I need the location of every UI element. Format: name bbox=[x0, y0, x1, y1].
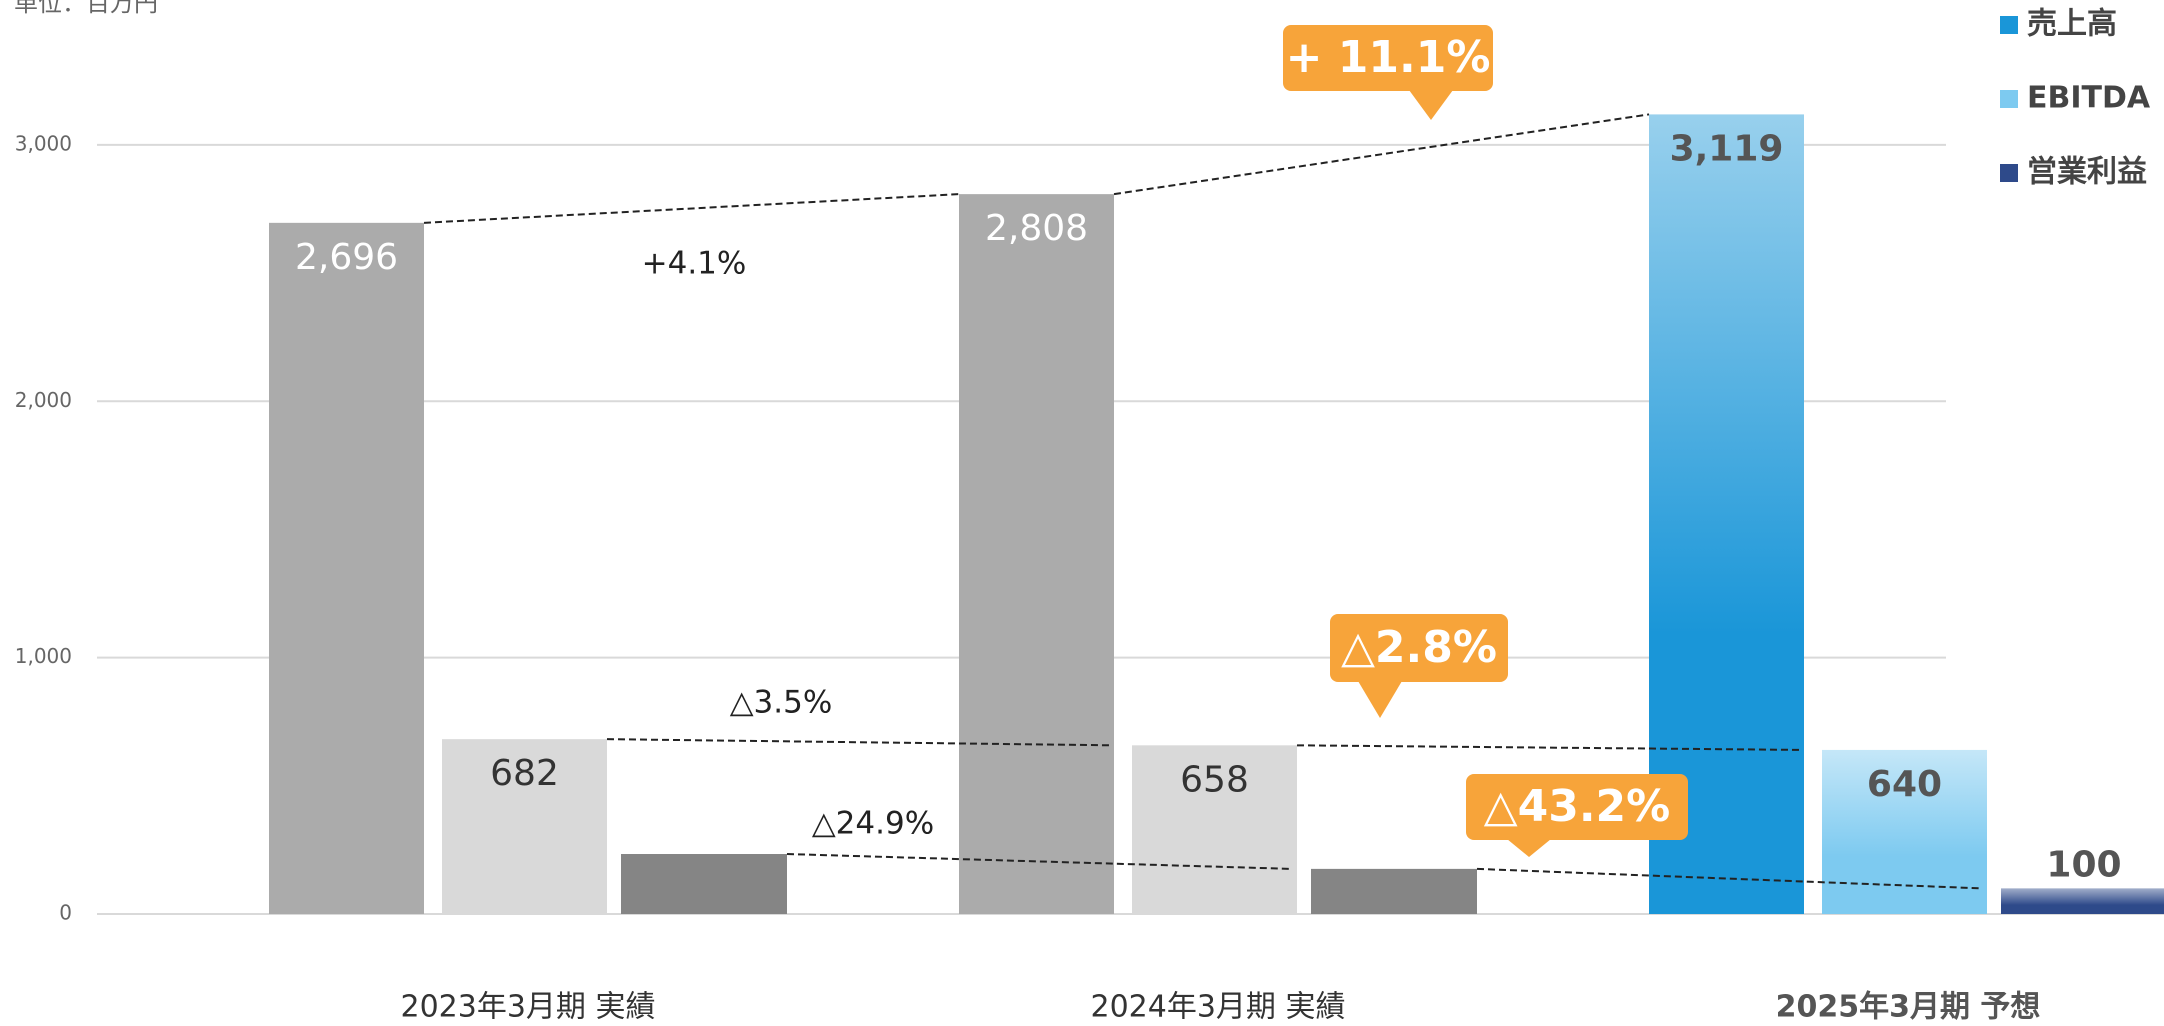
y-tick-label: 0 bbox=[59, 901, 72, 925]
x-tick-label: 2024年3月期 実績 bbox=[1091, 990, 1346, 1025]
bar bbox=[1132, 745, 1297, 914]
value-label: 2,808 bbox=[985, 208, 1088, 249]
bar bbox=[442, 739, 607, 914]
legend-label: EBITDA bbox=[2027, 81, 2151, 116]
bar bbox=[1311, 868, 1477, 914]
callout-box bbox=[1466, 774, 1688, 840]
x-tick-label: 2023年3月期 実績 bbox=[401, 990, 656, 1025]
legend-label: 営業利益 bbox=[2027, 155, 2147, 190]
value-label: 176 bbox=[1360, 825, 1429, 866]
callout-pointer bbox=[1358, 681, 1402, 718]
trend-line bbox=[423, 193, 960, 224]
y-tick-label: 3,000 bbox=[15, 131, 72, 155]
annotation: △24.9% bbox=[812, 806, 934, 842]
value-label: 2,696 bbox=[295, 237, 398, 278]
trend-line bbox=[606, 738, 1113, 747]
trend-line bbox=[1296, 744, 1803, 751]
bar bbox=[269, 222, 424, 915]
bar bbox=[2001, 888, 2164, 914]
annotation: +4.1% bbox=[642, 246, 747, 282]
annotation: + 11.1% bbox=[1286, 32, 1491, 83]
annotation: △3.5% bbox=[730, 685, 833, 721]
value-label: 100 bbox=[2046, 844, 2121, 885]
value-label: 234 bbox=[670, 810, 739, 851]
legend-swatch bbox=[2000, 164, 2018, 182]
unit-label: 単位：百万円 bbox=[14, 0, 158, 17]
y-tick-label: 2,000 bbox=[15, 388, 72, 412]
annotation: △2.8% bbox=[1341, 622, 1497, 673]
trend-line bbox=[786, 853, 1292, 870]
callout-pointer bbox=[1409, 90, 1453, 120]
legend-label: 売上高 bbox=[2027, 7, 2117, 42]
bar bbox=[1822, 749, 1987, 914]
value-label: 658 bbox=[1180, 759, 1249, 800]
x-tick-label: 2025年3月期 予想 bbox=[1776, 990, 2041, 1025]
legend-swatch bbox=[2000, 90, 2018, 108]
trend-line bbox=[1113, 113, 1650, 196]
callout-box bbox=[1330, 614, 1508, 682]
value-label: 640 bbox=[1867, 764, 1942, 805]
legend-swatch bbox=[2000, 16, 2018, 34]
callout-pointer bbox=[1507, 839, 1551, 857]
value-label: 3,119 bbox=[1670, 128, 1784, 169]
trend-line bbox=[1476, 867, 1982, 890]
bar bbox=[621, 854, 787, 914]
callout-box bbox=[1283, 25, 1493, 91]
y-tick-label: 1,000 bbox=[15, 644, 72, 668]
bar bbox=[959, 194, 1114, 914]
annotation: △43.2% bbox=[1484, 781, 1670, 832]
value-label: 682 bbox=[490, 753, 559, 794]
